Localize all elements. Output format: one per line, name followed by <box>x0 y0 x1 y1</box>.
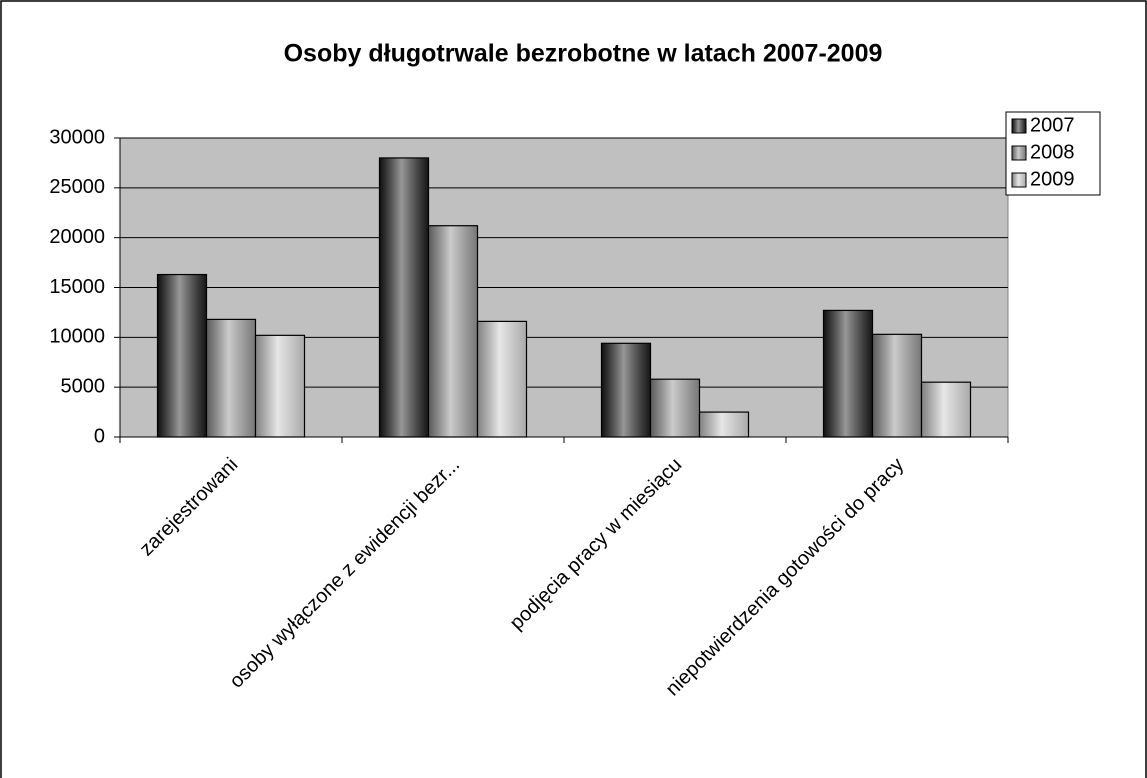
legend-swatch <box>1011 145 1027 161</box>
bar <box>476 320 528 438</box>
bar <box>156 273 208 438</box>
bar <box>822 309 874 438</box>
y-tick-label: 30000 <box>49 126 105 148</box>
legend-swatch <box>1011 172 1027 188</box>
legend-swatch <box>1011 118 1027 134</box>
chart-title: Osoby długotrwale bezrobotne w latach 20… <box>284 40 883 68</box>
legend-label: 2008 <box>1030 141 1075 163</box>
y-tick-label: 15000 <box>49 276 105 298</box>
bar <box>427 225 479 438</box>
bar <box>871 333 923 438</box>
bar <box>600 342 652 438</box>
legend-label: 2009 <box>1030 168 1075 190</box>
bar <box>205 318 257 438</box>
bar <box>254 334 306 438</box>
y-tick-label: 10000 <box>49 326 105 348</box>
bar <box>698 411 750 438</box>
y-tick-label: 25000 <box>49 176 105 198</box>
y-tick-label: 20000 <box>49 226 105 248</box>
y-tick-label: 0 <box>94 425 105 447</box>
bar <box>649 378 701 438</box>
legend-label: 2007 <box>1030 114 1075 136</box>
bar <box>920 381 972 438</box>
y-tick-label: 5000 <box>61 375 106 397</box>
bar <box>378 157 430 438</box>
